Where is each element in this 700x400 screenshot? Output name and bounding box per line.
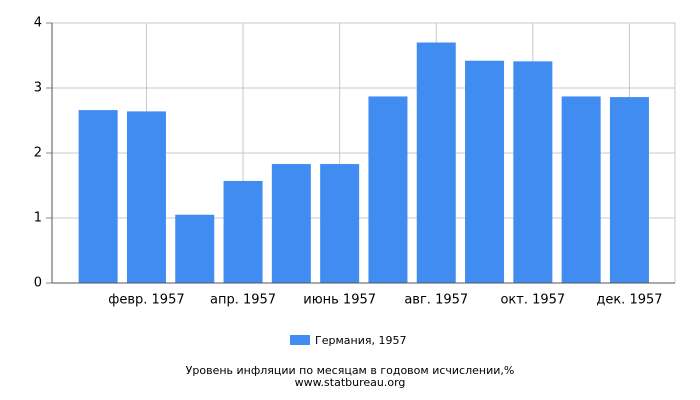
y-tick-label: 0 — [34, 276, 42, 291]
bar — [416, 42, 456, 283]
bar — [368, 96, 408, 283]
bar — [465, 60, 505, 284]
bar — [561, 96, 601, 283]
bar — [609, 97, 649, 283]
bar — [513, 61, 553, 283]
chart-title: Уровень инфляции по месяцам в годовом ис… — [186, 364, 515, 377]
x-tick-label: июнь 1957 — [303, 293, 376, 308]
bar — [175, 214, 215, 283]
bar — [271, 164, 311, 283]
bar — [223, 180, 263, 283]
x-tick-label: апр. 1957 — [210, 293, 276, 308]
legend-label: Германия, 1957 — [315, 334, 406, 347]
y-tick-label: 2 — [34, 146, 42, 161]
x-tick-label: авг. 1957 — [404, 293, 468, 308]
bar — [126, 111, 166, 284]
bar — [320, 164, 360, 283]
x-tick-label: окт. 1957 — [500, 293, 565, 308]
y-tick-label: 4 — [34, 16, 42, 31]
bar — [78, 110, 118, 283]
x-tick-label: дек. 1957 — [596, 293, 662, 308]
y-tick-label: 1 — [34, 211, 42, 226]
y-tick-label: 3 — [34, 81, 42, 96]
legend-swatch — [290, 335, 310, 345]
x-tick-label: февр. 1957 — [108, 293, 184, 308]
chart-source: www.statbureau.org — [295, 376, 406, 389]
